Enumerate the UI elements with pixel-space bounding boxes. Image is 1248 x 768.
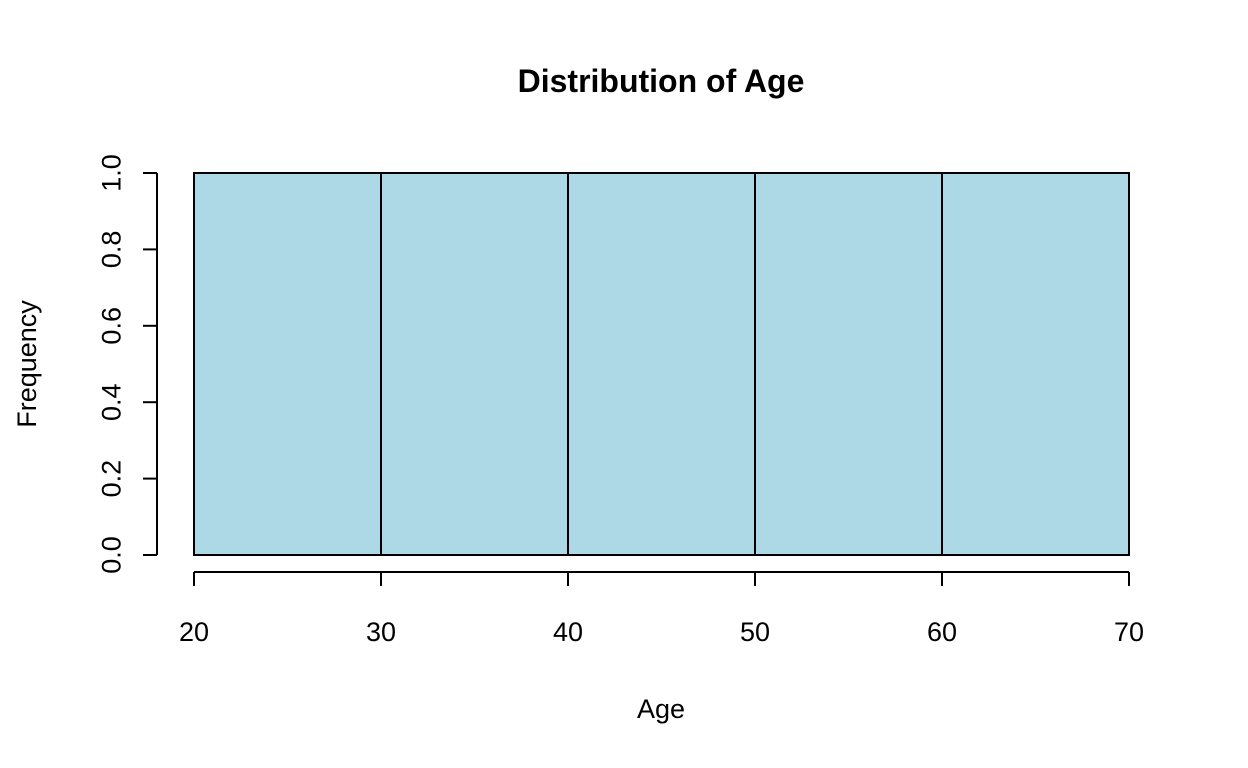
x-tick-label-3: 50 [740,617,770,647]
y-axis-label: Frequency [12,300,42,428]
y-tick-label-0: 0.0 [97,536,127,574]
y-tick-label-4: 0.8 [97,231,127,269]
histogram-bar-4 [941,172,1130,556]
chart-title: Distribution of Age [518,63,805,99]
y-axis: 0.0 0.2 0.4 0.6 0.8 1.0 [97,154,158,574]
histogram-bar-0 [193,172,382,556]
histogram-bar-2 [567,172,756,556]
x-tick-label-0: 20 [179,617,209,647]
histogram-bar-3 [754,172,943,556]
histogram-bar-1 [380,172,569,556]
y-tick-label-1: 0.2 [97,460,127,498]
x-tick-label-1: 30 [366,617,396,647]
x-axis-label: Age [637,694,685,724]
x-tick-label-5: 70 [1114,617,1144,647]
x-tick-label-4: 60 [927,617,957,647]
y-tick-label-3: 0.6 [97,307,127,345]
y-tick-label-2: 0.4 [97,383,127,421]
y-tick-label-5: 1.0 [97,154,127,192]
bars-group [193,172,1130,556]
x-axis: 20 30 40 50 60 70 [179,571,1144,647]
x-tick-label-2: 40 [553,617,583,647]
